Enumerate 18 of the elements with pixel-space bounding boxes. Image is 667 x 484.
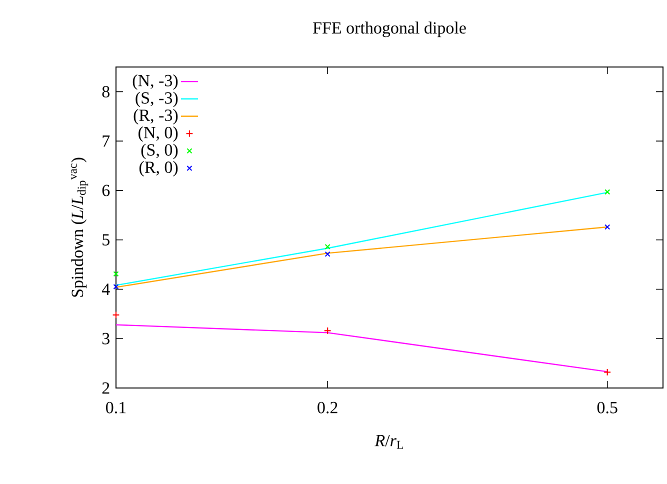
y-tick-label: 8 <box>102 86 110 98</box>
x-tick-label: 0.5 <box>597 402 618 414</box>
legend-label: (S, -3) <box>136 92 178 108</box>
legend-label: (S, 0) <box>141 144 178 160</box>
legend-label: (R, 0) <box>139 161 178 176</box>
legend-label: (N, 0) <box>138 126 178 142</box>
y-tick-label: 2 <box>102 382 110 394</box>
legend-label: (N, -3) <box>132 74 178 90</box>
x-tick-label: 0.1 <box>106 402 126 414</box>
x-tick-label: 0.2 <box>318 402 338 414</box>
x-axis-title: R/r$_{L}$ <box>374 434 404 449</box>
legend-label: (R, -3) <box>134 109 178 124</box>
y-tick-label: 3 <box>102 332 110 344</box>
y-tick-label: 6 <box>102 184 110 196</box>
chart-title: FFE orthogonal dipole <box>313 22 466 38</box>
y-tick-label: 4 <box>102 284 110 295</box>
y-tick-label: 7 <box>102 136 110 147</box>
y-tick-label: 5 <box>102 234 110 246</box>
